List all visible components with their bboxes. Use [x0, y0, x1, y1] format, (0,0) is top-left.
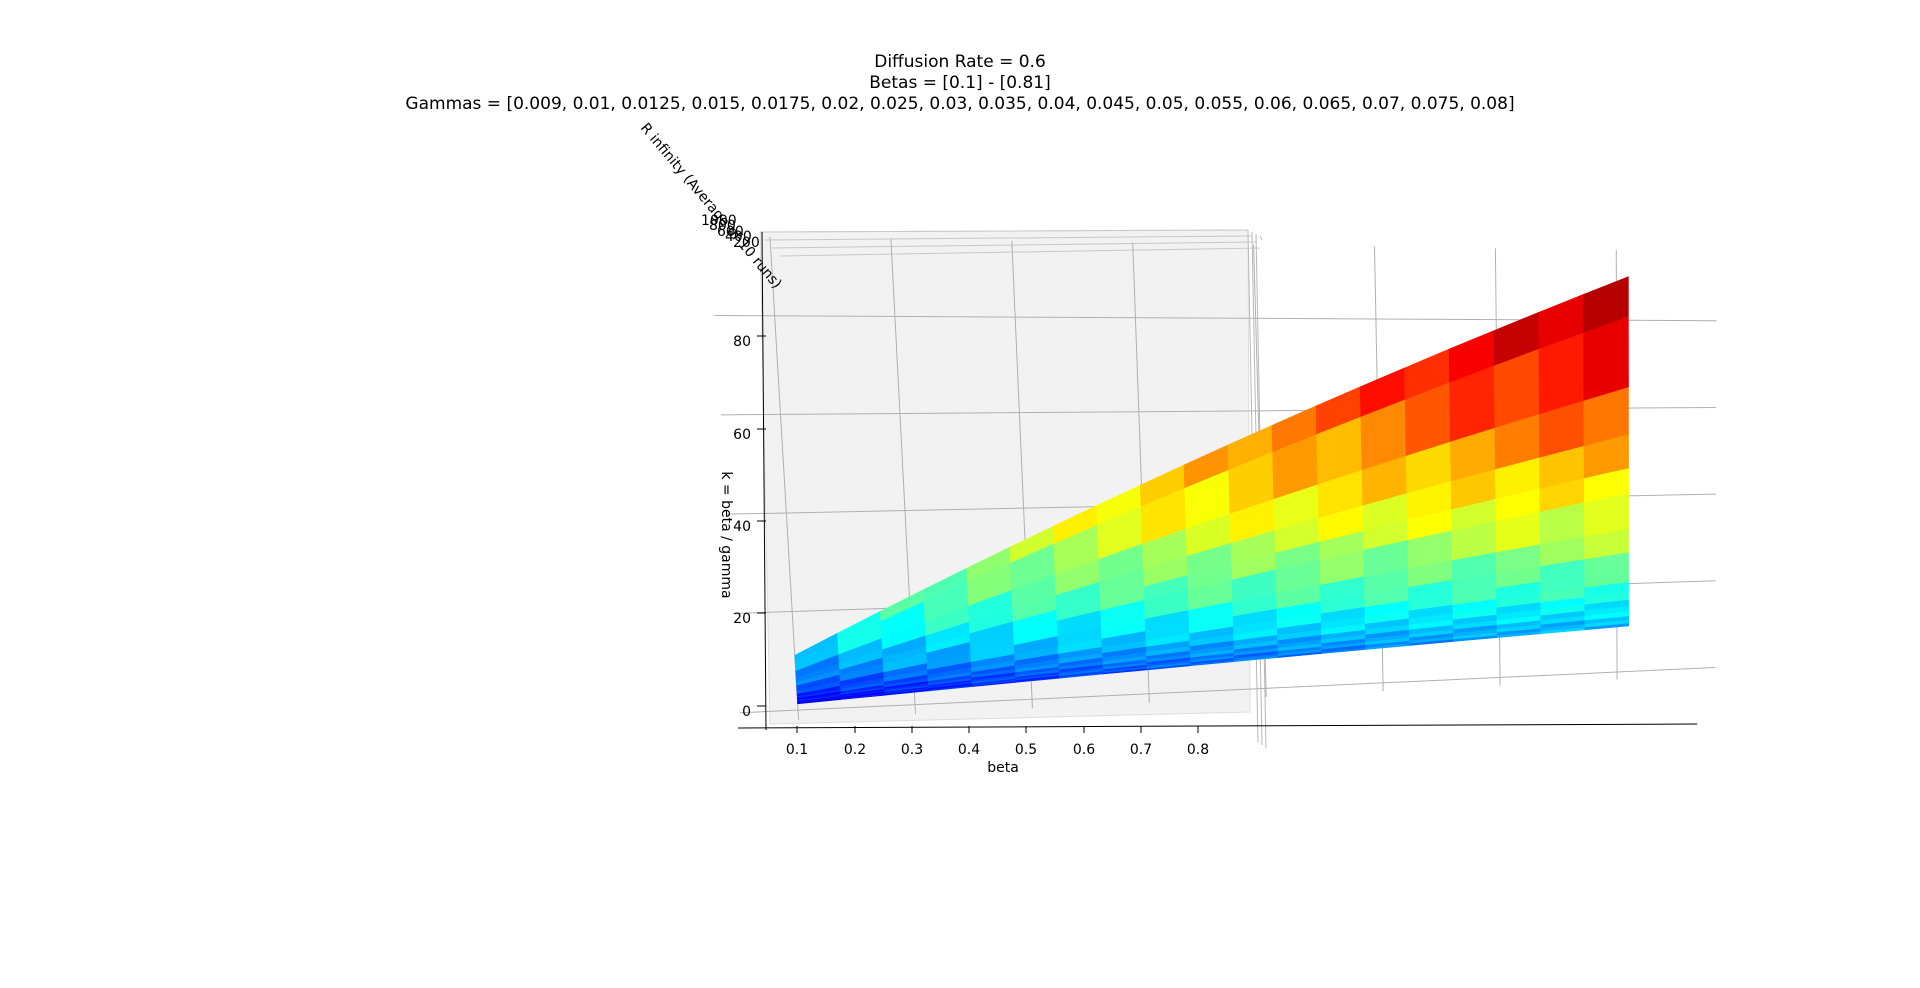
y-axis-label: k = beta / gamma [718, 471, 734, 598]
z-tick-label: 400 [725, 229, 752, 245]
chart-title: Diffusion Rate = 0.6 [874, 52, 1046, 72]
x-axis-ticks: 0.1 0.2 0.3 0.4 0.5 0.6 0.7 0.8 [786, 726, 1209, 758]
z-axis-label: R infinity (Average of 10 runs) [637, 120, 785, 292]
x-tick-label: 0.4 [958, 742, 980, 758]
y-tick-label: 80 [733, 334, 751, 350]
x-tick-label: 0.2 [844, 742, 866, 758]
x-tick-label: 0.7 [1130, 742, 1152, 758]
z-tick-label: 1000 [701, 213, 737, 229]
y-axis-ticks: 0 20 40 60 80 [733, 334, 766, 720]
surface [794, 276, 1630, 705]
grid-line-k [739, 666, 1716, 714]
grid-line-beta [769, 236, 800, 720]
y-tick-label: 0 [742, 704, 751, 720]
top-pane-edges [759, 229, 1261, 257]
y-tick-label: 60 [733, 427, 751, 443]
y-tick-label: 40 [733, 519, 751, 535]
x-tick-label: 0.6 [1073, 742, 1095, 758]
x-tick-label: 0.1 [786, 742, 808, 758]
x-tick-label: 0.5 [1015, 742, 1037, 758]
z-tick-label: 600 [717, 224, 744, 240]
x-axis-label: beta [987, 760, 1019, 776]
surface-patch [1583, 276, 1629, 333]
axes [738, 231, 1698, 731]
z-tick-label: 800 [709, 218, 736, 234]
z-tick-label: 200 [733, 235, 760, 251]
x-tick-label: 0.3 [901, 742, 923, 758]
y-axis-line [761, 231, 767, 731]
y-tick-label: 20 [733, 611, 751, 627]
x-axis-line [738, 723, 1698, 729]
chart-subtitle-gammas: Gammas = [0.009, 0.01, 0.0125, 0.015, 0.… [405, 94, 1515, 114]
x-tick-label: 0.8 [1187, 742, 1209, 758]
chart-subtitle-betas: Betas = [0.1] - [0.81] [869, 73, 1051, 93]
